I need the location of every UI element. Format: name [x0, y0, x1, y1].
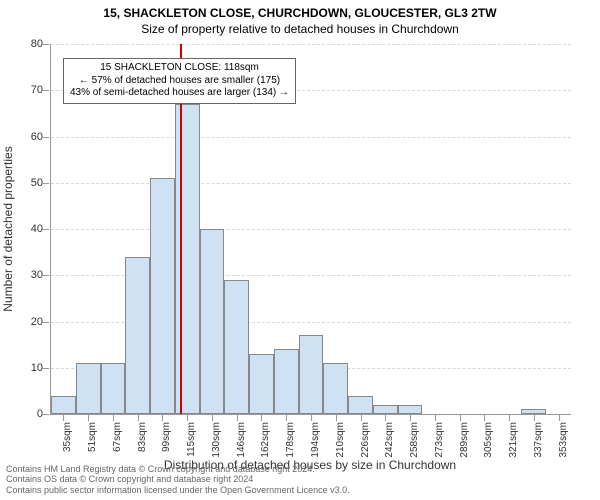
chart-subtitle: Size of property relative to detached ho…	[0, 22, 600, 36]
x-tick	[286, 415, 287, 421]
annotation-line: 15 SHACKLETON CLOSE: 118sqm	[70, 62, 289, 75]
x-tick	[460, 415, 461, 421]
x-tick	[187, 415, 188, 421]
annotation-line: ← 57% of detached houses are smaller (17…	[70, 75, 289, 88]
y-tick	[43, 322, 49, 323]
gridline	[51, 44, 571, 45]
histogram-bar	[51, 396, 76, 415]
x-tick-label: 146sqm	[236, 422, 238, 458]
x-tick	[261, 415, 262, 421]
x-tick	[410, 415, 411, 421]
histogram-bar	[150, 178, 175, 414]
x-tick-label: 242sqm	[384, 422, 386, 458]
histogram-bar	[521, 409, 546, 414]
y-tick-label: 50	[13, 177, 43, 189]
y-tick-label: 0	[13, 408, 43, 420]
y-tick	[43, 229, 49, 230]
x-tick-label: 35sqm	[62, 422, 64, 452]
footer-line-2: Contains OS data © Crown copyright and d…	[6, 474, 350, 485]
x-tick-label: 83sqm	[137, 422, 139, 452]
gridline	[51, 137, 571, 138]
x-tick-label: 130sqm	[211, 422, 213, 458]
histogram-bar	[348, 396, 373, 415]
x-tick-label: 337sqm	[533, 422, 535, 458]
y-tick-label: 20	[13, 316, 43, 328]
x-tick	[63, 415, 64, 421]
histogram-bar	[323, 363, 348, 414]
gridline	[51, 229, 571, 230]
x-tick	[162, 415, 163, 421]
x-tick-label: 194sqm	[310, 422, 312, 458]
histogram-bar	[398, 405, 423, 414]
x-tick-label: 210sqm	[335, 422, 337, 458]
chart-title: 15, SHACKLETON CLOSE, CHURCHDOWN, GLOUCE…	[0, 6, 600, 20]
histogram-bar	[299, 335, 324, 414]
y-tick	[43, 414, 49, 415]
x-tick-label: 273sqm	[434, 422, 436, 458]
x-tick-label: 289sqm	[459, 422, 461, 458]
gridline	[51, 183, 571, 184]
y-tick	[43, 183, 49, 184]
x-tick-label: 305sqm	[483, 422, 485, 458]
histogram-bar	[175, 104, 200, 414]
y-tick-label: 80	[13, 38, 43, 50]
x-tick	[212, 415, 213, 421]
x-tick	[88, 415, 89, 421]
x-tick-label: 67sqm	[112, 422, 114, 452]
histogram-bar	[200, 229, 225, 414]
footer-line-1: Contains HM Land Registry data © Crown c…	[6, 464, 350, 475]
x-tick	[361, 415, 362, 421]
annotation-line: 43% of semi-detached houses are larger (…	[70, 87, 289, 100]
y-tick	[43, 137, 49, 138]
x-tick	[509, 415, 510, 421]
x-tick	[336, 415, 337, 421]
x-tick	[113, 415, 114, 421]
x-tick	[311, 415, 312, 421]
histogram-bar	[274, 349, 299, 414]
y-tick-label: 40	[13, 223, 43, 235]
y-tick-label: 60	[13, 131, 43, 143]
histogram-bar	[224, 280, 249, 414]
x-tick-label: 353sqm	[558, 422, 560, 458]
x-tick-label: 162sqm	[260, 422, 262, 458]
histogram-bar	[373, 405, 398, 414]
footer-line-3: Contains public sector information licen…	[6, 485, 350, 496]
x-tick	[237, 415, 238, 421]
y-tick-label: 10	[13, 362, 43, 374]
y-tick	[43, 368, 49, 369]
y-tick	[43, 275, 49, 276]
x-tick	[138, 415, 139, 421]
x-tick-label: 258sqm	[409, 422, 411, 458]
x-tick-label: 99sqm	[161, 422, 163, 452]
annotation-box: 15 SHACKLETON CLOSE: 118sqm← 57% of deta…	[63, 58, 296, 104]
plot-area: 0102030405060708035sqm51sqm67sqm83sqm99s…	[50, 44, 571, 415]
x-tick-label: 321sqm	[508, 422, 510, 458]
x-tick	[435, 415, 436, 421]
footer-attribution: Contains HM Land Registry data © Crown c…	[6, 464, 350, 496]
x-tick-label: 178sqm	[285, 422, 287, 458]
histogram-bar	[76, 363, 101, 414]
x-tick	[559, 415, 560, 421]
x-tick	[385, 415, 386, 421]
x-tick-label: 226sqm	[360, 422, 362, 458]
x-tick-label: 51sqm	[87, 422, 89, 452]
y-tick-label: 30	[13, 269, 43, 281]
y-tick-label: 70	[13, 84, 43, 96]
histogram-bar	[101, 363, 126, 414]
x-tick	[484, 415, 485, 421]
plot-wrapper: Number of detached properties 0102030405…	[50, 44, 570, 414]
y-tick	[43, 90, 49, 91]
histogram-bar	[249, 354, 274, 414]
x-tick-label: 115sqm	[186, 422, 188, 457]
histogram-bar	[125, 257, 150, 414]
y-tick	[43, 44, 49, 45]
x-tick	[534, 415, 535, 421]
